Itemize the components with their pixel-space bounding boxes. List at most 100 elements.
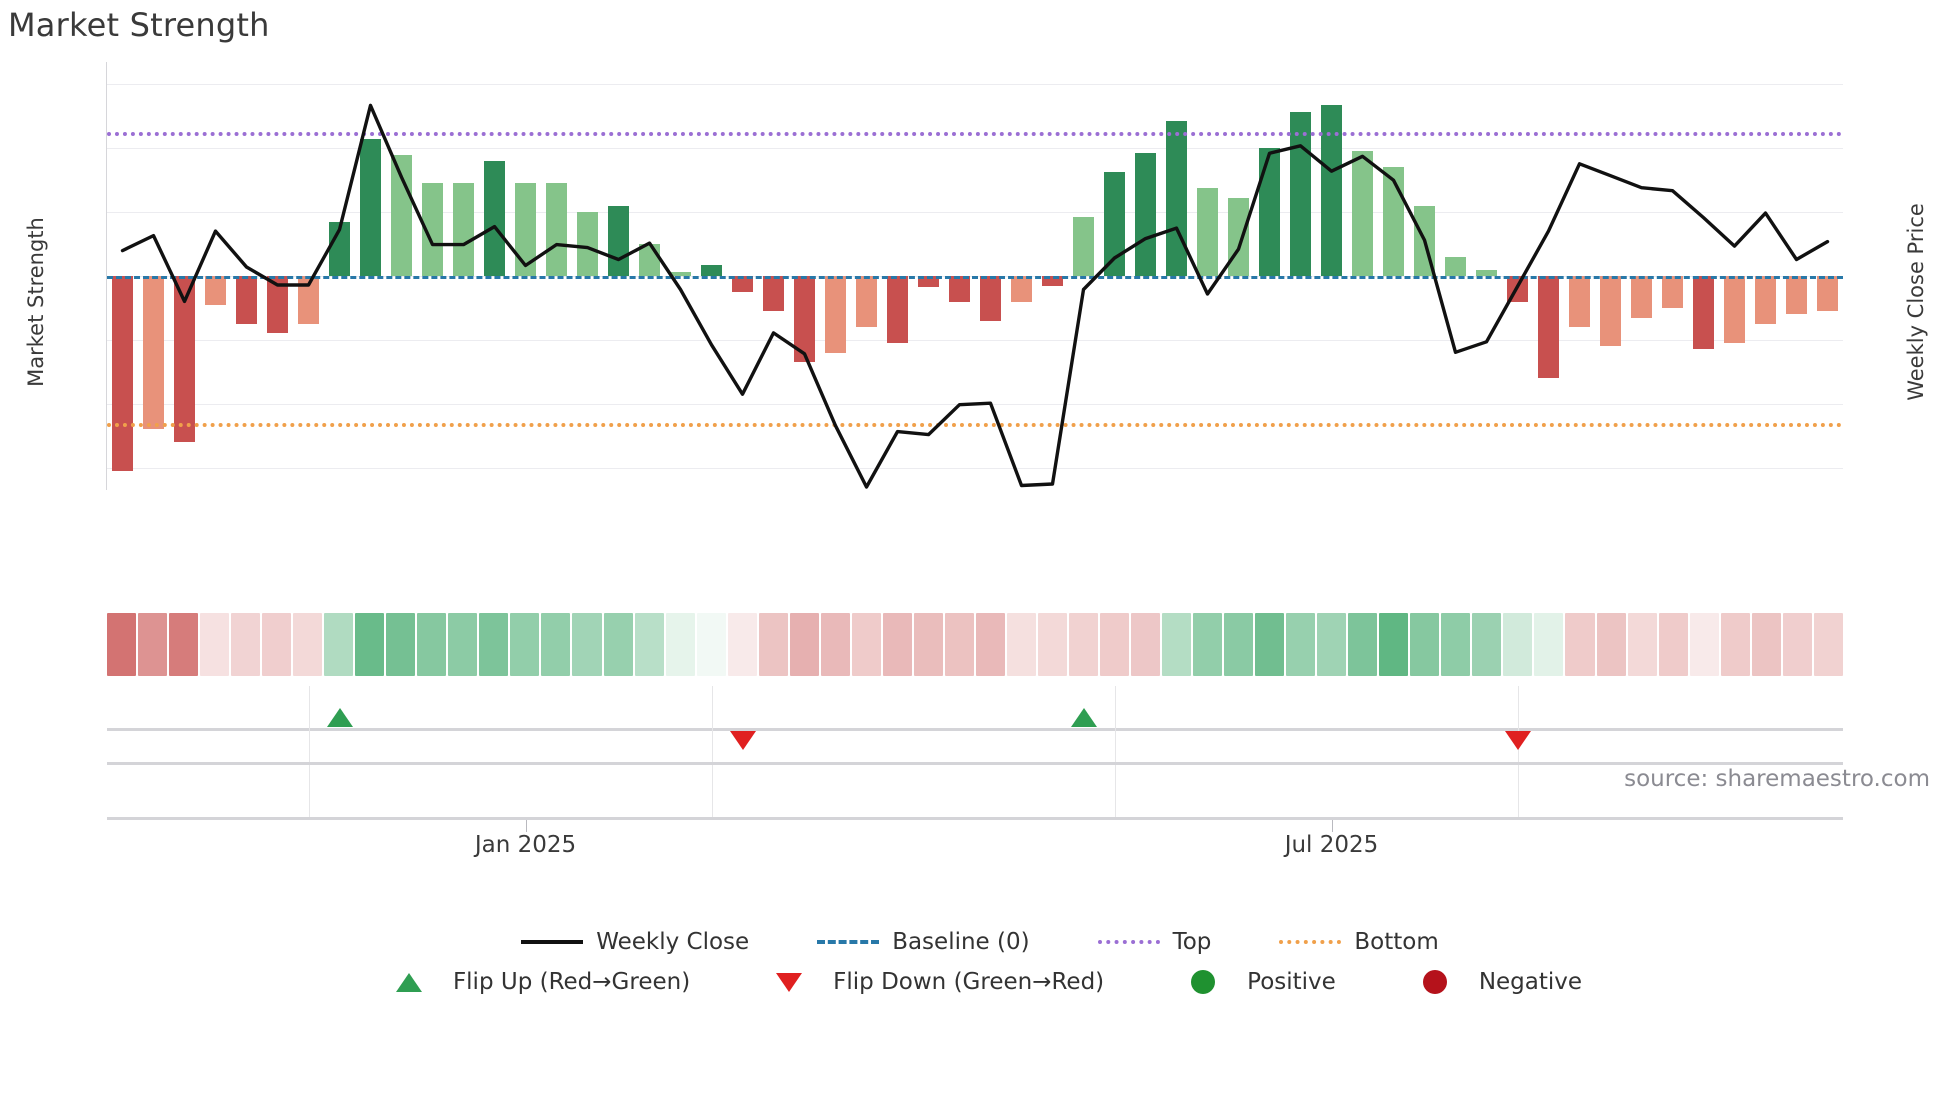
heat-cell (1224, 613, 1254, 676)
legend-item-bottom[interactable]: Bottom (1279, 929, 1439, 955)
heat-cell (1131, 613, 1161, 676)
strength-bar (979, 276, 1002, 321)
strength-bar (1320, 104, 1343, 276)
legend-item-weekly-close[interactable]: Weekly Close (521, 929, 749, 955)
heat-cell (1813, 613, 1843, 676)
strength-bar (421, 183, 444, 276)
strength-bar (328, 221, 351, 276)
legend-label: Flip Down (Green→Red) (833, 969, 1105, 995)
heat-cell (696, 613, 726, 676)
strength-bar (266, 276, 289, 334)
strength-bar (483, 161, 506, 276)
heat-cell (882, 613, 912, 676)
x-band-rule (107, 762, 1843, 765)
heat-cell (169, 613, 199, 676)
heat-cell (355, 613, 385, 676)
bottom-reference-line (107, 422, 1843, 427)
strength-bar (1382, 167, 1405, 276)
triangle-up-icon (395, 972, 422, 992)
minor-tick (711, 686, 713, 762)
flip-up-marker (1070, 708, 1097, 727)
heat-cell (107, 613, 137, 676)
legend-item-top[interactable]: Top (1097, 929, 1212, 955)
heat-cell (1782, 613, 1812, 676)
legend-label: Weekly Close (596, 929, 750, 955)
gridline (107, 212, 1843, 214)
heat-cell (1068, 613, 1098, 676)
strength-bar (948, 276, 971, 302)
heat-cell (1410, 613, 1440, 676)
legend-item-baseline[interactable]: Baseline (0) (817, 929, 1030, 955)
strength-bar (855, 276, 878, 328)
legend-key (378, 971, 440, 993)
strength-bar (1568, 276, 1591, 328)
y-axis-left-label: Market Strength (24, 217, 48, 387)
heat-cell (820, 613, 850, 676)
heat-cell (913, 613, 943, 676)
strength-bar (1444, 256, 1467, 276)
legend-label: Bottom (1354, 929, 1439, 955)
minor-tick (308, 762, 310, 820)
heat-cell (634, 613, 664, 676)
heat-cell (1472, 613, 1502, 676)
chart-legend: Weekly Close Baseline (0) Top Bottom Flip U… (0, 922, 1960, 1002)
heat-cell (1720, 613, 1750, 676)
strength-bar (1692, 276, 1715, 350)
legend-item-positive[interactable]: Positive (1172, 969, 1336, 995)
strength-bar (793, 276, 816, 363)
y-axis-right-label: Weekly Close Price (1904, 203, 1928, 401)
legend-item-flip-up[interactable]: Flip Up (Red→Green) (378, 969, 690, 995)
heat-cell (1751, 613, 1781, 676)
heat-cell (1100, 613, 1130, 676)
strength-bar (700, 264, 723, 276)
heat-cell (758, 613, 788, 676)
strength-bar (1630, 276, 1653, 318)
strength-bar (514, 183, 537, 276)
legend-label: Baseline (0) (892, 929, 1030, 955)
heat-cell (603, 613, 633, 676)
strength-bar (1196, 188, 1219, 276)
legend-item-negative[interactable]: Negative (1404, 969, 1582, 995)
strength-bar (111, 276, 134, 471)
main-plot-area: 3020100−10−20−3090.0085.0080.0075.0070.0… (107, 62, 1843, 490)
strength-bar (1599, 276, 1622, 347)
legend-label: Negative (1478, 969, 1583, 995)
heat-cell (479, 613, 509, 676)
strength-bar (1816, 276, 1839, 312)
heat-cell (200, 613, 230, 676)
strength-bar (1723, 276, 1746, 344)
legend-label: Flip Up (Red→Green) (452, 969, 691, 995)
legend-key (817, 931, 880, 953)
heat-cell (572, 613, 602, 676)
x-axis-tick-label: Jan 2025 (474, 832, 577, 858)
strength-bar (1134, 153, 1157, 276)
heat-cell (1255, 613, 1285, 676)
strength-bar (824, 276, 847, 353)
strength-bar (204, 276, 227, 305)
baseline-reference-line (107, 276, 1843, 279)
strength-bar (545, 183, 568, 276)
strength-bar (576, 212, 599, 276)
flip-marker-row (107, 686, 1843, 762)
legend-item-flip-down[interactable]: Flip Down (Green→Red) (758, 969, 1104, 995)
legend-label: Top (1172, 929, 1212, 955)
triangle-down-icon (776, 972, 803, 992)
strength-bar (1537, 276, 1560, 379)
strength-bar (1010, 276, 1033, 302)
solid-line-icon (521, 940, 584, 944)
heat-cell (944, 613, 974, 676)
flip-row-axis-line (107, 728, 1843, 731)
heat-cell (138, 613, 168, 676)
strength-bar (1661, 276, 1684, 308)
x-axis-tick-mark (525, 820, 527, 832)
strength-bar (173, 276, 196, 443)
gridline (107, 467, 1843, 469)
heat-cell (1037, 613, 1067, 676)
strength-bar (1785, 276, 1808, 315)
heat-cell (665, 613, 695, 676)
minor-tick (308, 686, 310, 762)
weekly-close-line (120, 103, 1830, 489)
top-reference-line (107, 132, 1843, 137)
dotted-line-orange-icon (1279, 940, 1342, 944)
strength-bar (731, 276, 754, 292)
